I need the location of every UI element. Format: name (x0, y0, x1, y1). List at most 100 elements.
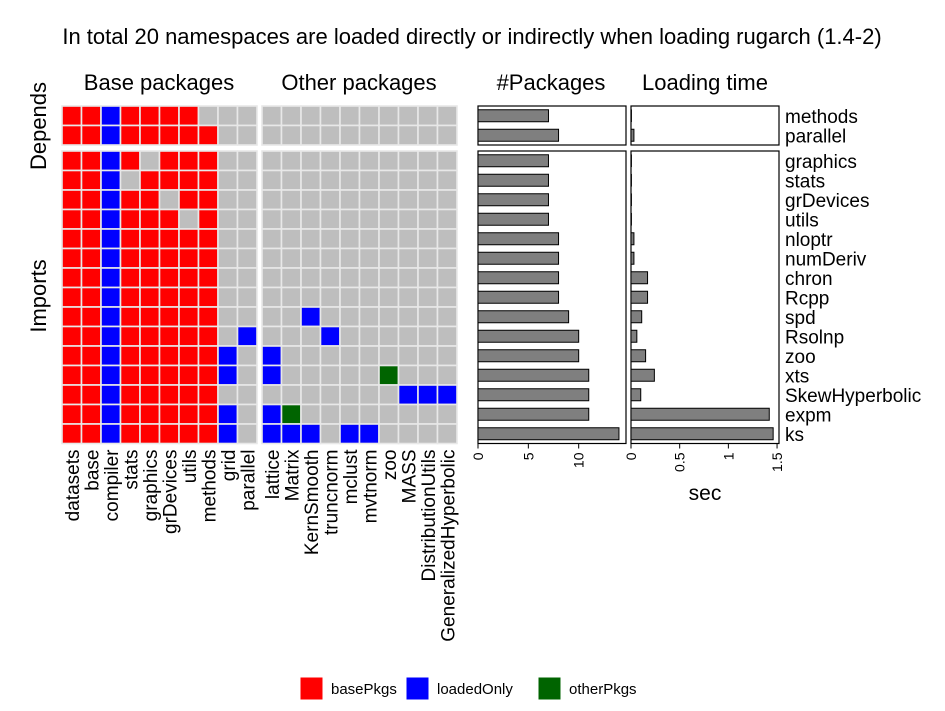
imports-other-cell (436, 247, 458, 269)
imports-other-cell (358, 423, 380, 445)
imports-other-cell (436, 423, 458, 445)
imports-other-cell (378, 267, 400, 289)
imports-other-cell (397, 364, 419, 386)
imports-time-bar (630, 349, 647, 363)
imports-base-cell (236, 228, 258, 250)
imports-other-cell (261, 384, 283, 406)
imports-other-cell (339, 384, 361, 406)
time-axis-label: sec (689, 482, 722, 505)
imports-base-cell (119, 169, 141, 191)
imports-other-cell (300, 345, 322, 367)
imports-other-cell (319, 345, 341, 367)
imports-base-cell (80, 345, 102, 367)
imports-base-cell (217, 345, 239, 367)
column-label: truncnorm (321, 450, 342, 536)
imports-base-cell (100, 267, 122, 289)
imports-base-cell (236, 189, 258, 211)
imports-time-bar (630, 154, 632, 168)
depends-other-cell (378, 105, 400, 127)
column-label: GeneralizedHyperbolic (438, 450, 459, 642)
depends-other-cell (261, 124, 283, 146)
imports-base-cell (178, 169, 200, 191)
imports-base-cell (139, 286, 161, 308)
imports-base-cell (139, 189, 161, 211)
imports-other-cell (280, 306, 302, 328)
imports-base-cell (100, 247, 122, 269)
row-label: expm (785, 405, 831, 426)
imports-base-cell (197, 403, 219, 425)
imports-base-cell (119, 208, 141, 230)
imports-base-cell (61, 403, 83, 425)
depends-other-cell (319, 105, 341, 127)
depends-other-cell (339, 124, 361, 146)
imports-other-cell (417, 267, 439, 289)
imports-other-cell (378, 364, 400, 386)
imports-other-cell (300, 384, 322, 406)
imports-base-cell (119, 228, 141, 250)
imports-other-cell (358, 169, 380, 191)
row-label: zoo (785, 347, 816, 368)
imports-other-cell (417, 423, 439, 445)
imports-npkg-bar (477, 154, 549, 168)
depends-base-cell (197, 105, 219, 127)
imports-base-cell (80, 169, 102, 191)
imports-base-cell (217, 150, 239, 172)
imports-base-cell (100, 169, 122, 191)
legend-swatch-otherPkgs (537, 676, 562, 701)
imports-other-cell (319, 384, 341, 406)
imports-base-cell (139, 325, 161, 347)
imports-other-cell (358, 364, 380, 386)
imports-base-cell (80, 286, 102, 308)
imports-base-cell (197, 345, 219, 367)
imports-base-cell (61, 286, 83, 308)
imports-other-cell (261, 423, 283, 445)
imports-npkg-bar (477, 173, 549, 187)
imports-base-cell (119, 247, 141, 269)
imports-other-cell (261, 189, 283, 211)
imports-other-cell (339, 345, 361, 367)
imports-other-cell (319, 267, 341, 289)
column-label: graphics (141, 450, 162, 522)
imports-base-cell (80, 325, 102, 347)
imports-base-cell (80, 247, 102, 269)
imports-base-cell (80, 267, 102, 289)
imports-base-cell (236, 208, 258, 230)
imports-base-cell (139, 403, 161, 425)
imports-other-cell (300, 247, 322, 269)
imports-other-cell (417, 384, 439, 406)
imports-other-cell (319, 169, 341, 191)
depends-base-cell (61, 105, 83, 127)
depends-other-cell (436, 124, 458, 146)
base-panel-title: Base packages (84, 70, 234, 95)
imports-base-cell (178, 208, 200, 230)
imports-base-cell (217, 384, 239, 406)
imports-base-cell (178, 403, 200, 425)
imports-other-cell (300, 364, 322, 386)
imports-time-bar (630, 251, 635, 265)
imports-other-cell (280, 384, 302, 406)
imports-base-cell (139, 228, 161, 250)
legend-label-otherPkgs: otherPkgs (569, 681, 637, 698)
imports-other-cell (280, 364, 302, 386)
column-label: lattice (263, 450, 284, 500)
row-label: ks (785, 425, 804, 446)
imports-npkg-bar (477, 271, 560, 285)
imports-other-cell (339, 169, 361, 191)
imports-other-cell (358, 228, 380, 250)
imports-other-cell (436, 169, 458, 191)
depends-other-cell (378, 124, 400, 146)
imports-other-cell (339, 286, 361, 308)
legend-swatch-loadedOnly (405, 676, 430, 701)
imports-other-cell (417, 345, 439, 367)
depends-base-cell (119, 105, 141, 127)
imports-other-cell (358, 403, 380, 425)
imports-base-cell (217, 169, 239, 191)
imports-base-cell (100, 189, 122, 211)
depends-other-cell (417, 105, 439, 127)
imports-other-cell (417, 364, 439, 386)
imports-other-cell (300, 403, 322, 425)
depends-other-cell (300, 124, 322, 146)
imports-base-cell (178, 189, 200, 211)
imports-other-cell (397, 306, 419, 328)
